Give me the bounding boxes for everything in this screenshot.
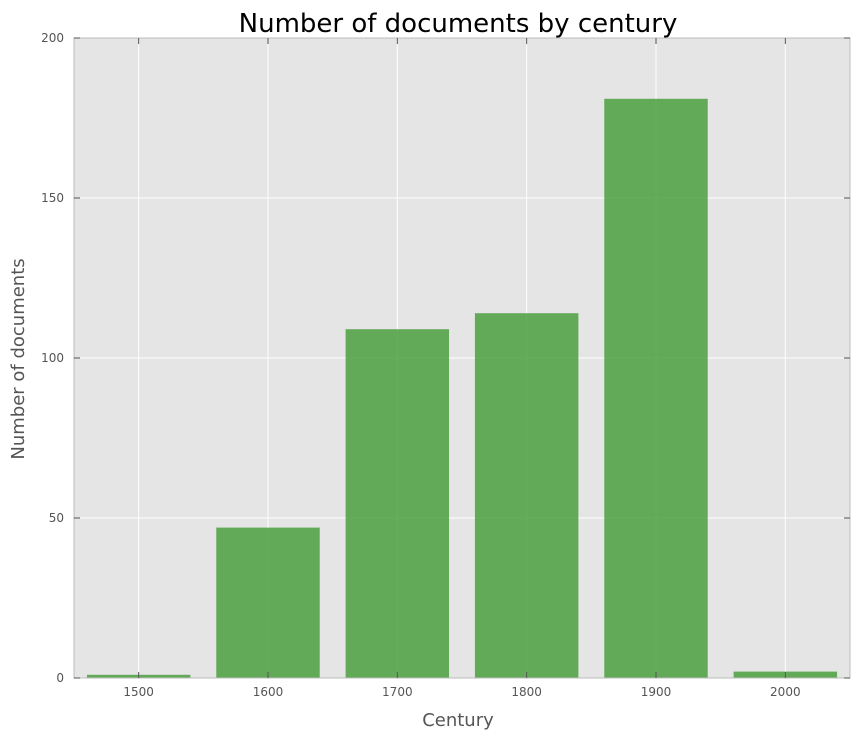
x-axis-label: Century — [422, 710, 494, 731]
bar-1900 — [604, 99, 707, 678]
x-tick-label: 1700 — [382, 685, 413, 699]
bar-1600 — [216, 528, 319, 678]
y-tick-label: 0 — [56, 671, 64, 685]
y-tick-label: 200 — [41, 31, 64, 45]
x-tick-label: 1600 — [253, 685, 284, 699]
y-tick-label: 50 — [49, 511, 64, 525]
x-tick-label: 2000 — [770, 685, 801, 699]
chart-title: Number of documents by century — [239, 9, 678, 39]
y-tick-label: 100 — [41, 351, 64, 365]
y-tick-label: 150 — [41, 191, 64, 205]
x-tick-label: 1800 — [511, 685, 542, 699]
y-axis-label: Number of documents — [8, 258, 29, 459]
x-tick-label: 1500 — [123, 685, 154, 699]
x-tick-label: 1900 — [641, 685, 672, 699]
bar-1800 — [475, 313, 578, 678]
bar-1700 — [346, 329, 449, 678]
